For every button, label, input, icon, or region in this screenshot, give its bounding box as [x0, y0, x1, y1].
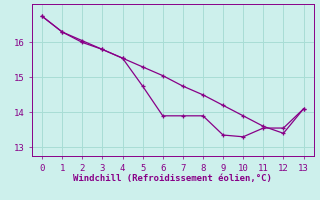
- X-axis label: Windchill (Refroidissement éolien,°C): Windchill (Refroidissement éolien,°C): [73, 174, 272, 183]
